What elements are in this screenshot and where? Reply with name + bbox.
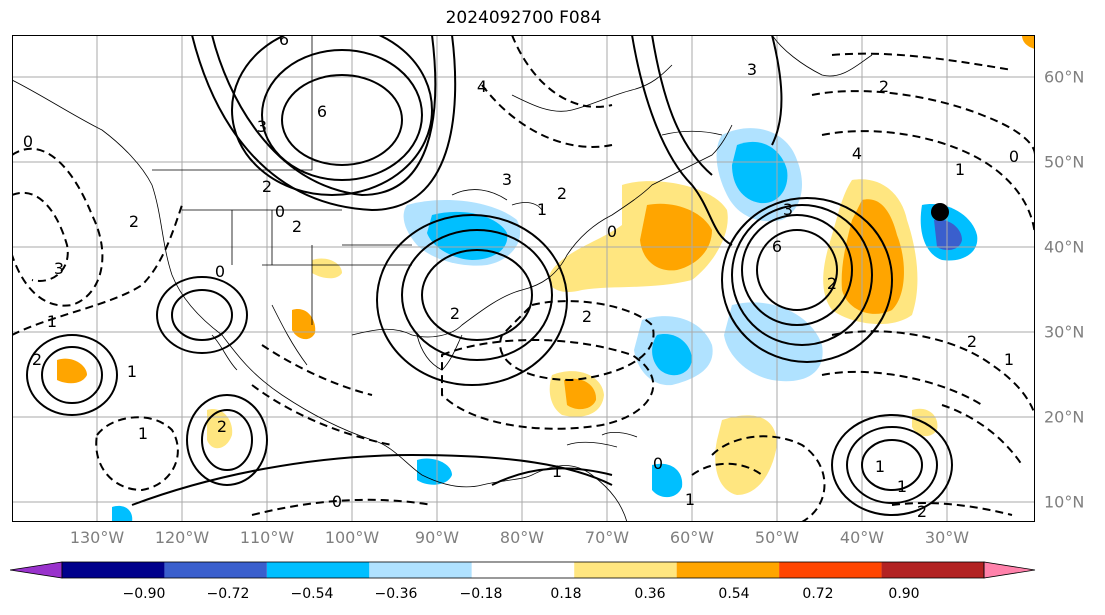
lat-label: 40°N bbox=[1044, 237, 1085, 257]
colorbar-tick-label: 0.36 bbox=[634, 586, 666, 602]
contour-label: 1 bbox=[897, 477, 907, 496]
contour-label: 4 bbox=[852, 144, 862, 163]
negative-anomaly-core bbox=[732, 141, 788, 204]
contour-lines bbox=[12, 35, 1035, 522]
contour-label: 6 bbox=[279, 35, 289, 49]
map-title: 2024092700 F084 bbox=[445, 8, 602, 28]
contour-label: 2 bbox=[32, 350, 42, 369]
contour-label: 1 bbox=[552, 462, 562, 481]
negative-anomaly-area bbox=[417, 458, 452, 485]
contour-label: 0 bbox=[607, 222, 617, 241]
contour-label: 3 bbox=[502, 170, 512, 189]
contour-label: 2 bbox=[262, 177, 272, 196]
contour-label: 6 bbox=[317, 102, 327, 121]
colorbar-segment bbox=[471, 562, 575, 578]
contour-label: 2 bbox=[292, 217, 302, 236]
lon-label: 120°W bbox=[154, 528, 210, 547]
lat-label: 10°N bbox=[1044, 492, 1085, 512]
contour-label: 1 bbox=[1004, 350, 1014, 369]
colorbar-tick-label: 0.18 bbox=[550, 586, 582, 602]
contour-label: 2 bbox=[217, 417, 227, 436]
colorbar-segment bbox=[574, 562, 677, 578]
lon-label: 90°W bbox=[414, 528, 460, 547]
positive-anomaly-area bbox=[715, 415, 777, 495]
negative-anomaly-area bbox=[112, 505, 133, 522]
lon-label: 80°W bbox=[499, 528, 545, 547]
colorbar-tick-label: −0.54 bbox=[290, 586, 334, 602]
contour-label: 2 bbox=[557, 184, 567, 203]
negative-anomaly-area bbox=[652, 463, 683, 498]
colorbar-tick-label: −0.90 bbox=[122, 586, 166, 602]
contour-label: 2 bbox=[879, 77, 889, 96]
positive-anomaly-area bbox=[312, 258, 342, 279]
lon-label: 130°W bbox=[69, 528, 125, 547]
positive-anomaly-core bbox=[841, 199, 904, 314]
contour-label: 2 bbox=[582, 307, 592, 326]
lon-label: 50°W bbox=[754, 528, 800, 547]
contour-label: 3 bbox=[257, 117, 267, 136]
colorbar-segment bbox=[676, 562, 780, 578]
coastlines bbox=[12, 35, 873, 522]
colorbar bbox=[10, 561, 1036, 579]
lon-label: 70°W bbox=[584, 528, 630, 547]
positive-anomaly-core bbox=[564, 378, 597, 410]
positive-anomaly-area bbox=[57, 358, 87, 384]
colorbar-tick-label: 0.90 bbox=[888, 586, 920, 602]
colorbar-tick-label: 0.54 bbox=[718, 586, 750, 602]
contour-label: 1 bbox=[955, 160, 965, 179]
negative-anomaly-core bbox=[652, 334, 692, 376]
contour-label: 0 bbox=[275, 202, 285, 221]
lat-label: 60°N bbox=[1044, 67, 1085, 87]
contour-label: 0 bbox=[1009, 147, 1019, 166]
colorbar-segment bbox=[881, 562, 984, 578]
lon-label: 60°W bbox=[669, 528, 715, 547]
contour-label: 2 bbox=[917, 502, 927, 521]
lon-label: 100°W bbox=[324, 528, 380, 547]
contour-label: 1 bbox=[47, 312, 57, 331]
lat-label: 20°N bbox=[1044, 407, 1085, 427]
contour-label: 0 bbox=[332, 492, 342, 511]
contour-label: 6 bbox=[772, 237, 782, 256]
negative-anomaly-core bbox=[427, 211, 508, 260]
contour-label: 3 bbox=[747, 60, 757, 79]
contour-label: 1 bbox=[138, 424, 148, 443]
contour-label: 3 bbox=[783, 200, 793, 219]
colorbar-tick-label: −0.18 bbox=[459, 586, 503, 602]
colorbar-segment bbox=[983, 561, 1036, 579]
lon-label: 110°W bbox=[239, 528, 295, 547]
colorbar-segment bbox=[164, 562, 267, 578]
colorbar-tick-label: −0.72 bbox=[206, 586, 250, 602]
contour-label: 1 bbox=[537, 200, 547, 219]
contour-label: 2 bbox=[450, 304, 460, 323]
positive-anomaly-core bbox=[640, 203, 712, 271]
colorbar-segment bbox=[779, 562, 882, 578]
contour-label: 0 bbox=[23, 132, 33, 151]
positive-anomaly-area bbox=[1022, 35, 1035, 49]
contour-label: 2 bbox=[827, 274, 837, 293]
colorbar-segment bbox=[62, 562, 165, 578]
contour-label: 1 bbox=[685, 490, 695, 509]
contour-label: 1 bbox=[127, 362, 137, 381]
colorbar-segment bbox=[369, 562, 472, 578]
contour-label: 1 bbox=[875, 457, 885, 476]
lon-label: 30°W bbox=[924, 528, 970, 547]
colorbar-tick-label: 0.72 bbox=[802, 586, 834, 602]
negative-anomaly-core bbox=[934, 219, 962, 251]
positive-anomaly-area bbox=[207, 409, 233, 449]
lat-label: 50°N bbox=[1044, 152, 1085, 172]
storm-center-marker bbox=[931, 203, 949, 221]
contour-label: 3 bbox=[54, 259, 64, 278]
contour-label: 0 bbox=[215, 262, 225, 281]
colorbar-segment bbox=[10, 561, 63, 579]
lat-label: 30°N bbox=[1044, 322, 1085, 342]
contour-label: 4 bbox=[477, 77, 487, 96]
lon-label: 40°W bbox=[839, 528, 885, 547]
contour-label: 0 bbox=[653, 454, 663, 473]
contour-label: 2 bbox=[129, 212, 139, 231]
colorbar-tick-label: −0.36 bbox=[374, 586, 418, 602]
colorbar-segment bbox=[266, 562, 370, 578]
contour-label: 2 bbox=[967, 332, 977, 351]
